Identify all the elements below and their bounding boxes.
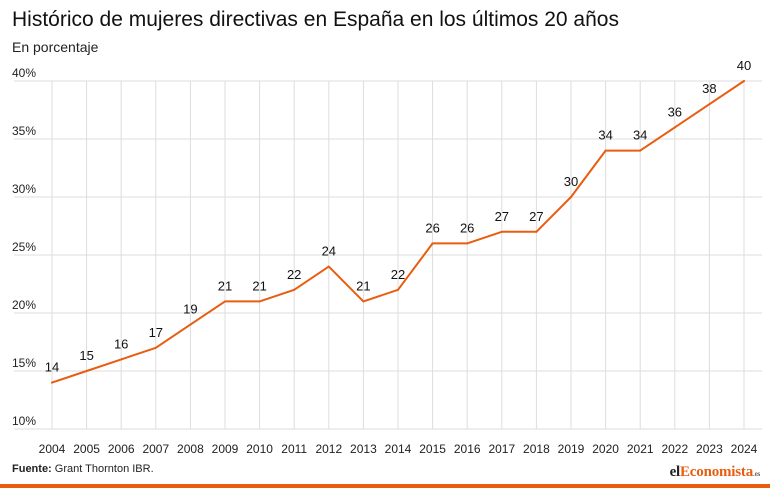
data-label: 16: [114, 336, 128, 351]
x-tick-label: 2020: [592, 442, 619, 456]
x-tick-label: 2018: [523, 442, 550, 456]
data-label: 14: [45, 360, 59, 375]
data-label: 21: [252, 278, 266, 293]
data-label: 36: [668, 104, 682, 119]
data-point: [604, 149, 607, 152]
data-label: 21: [218, 278, 232, 293]
x-tick-label: 2011: [281, 442, 307, 456]
y-tick-label: 35%: [12, 124, 36, 138]
brand-suffix: .es: [753, 470, 760, 478]
chart-title: Histórico de mujeres directivas en Españ…: [12, 8, 619, 31]
brand-bar: [0, 484, 770, 488]
x-tick-label: 2012: [315, 442, 342, 456]
x-tick-label: 2008: [177, 442, 204, 456]
x-tick-label: 2023: [696, 442, 723, 456]
data-label: 19: [183, 302, 197, 317]
source-note: Fuente: Grant Thornton IBR.: [12, 463, 154, 475]
x-tick-label: 2007: [142, 442, 169, 456]
data-point: [154, 346, 157, 349]
data-label: 24: [322, 244, 336, 259]
data-point: [189, 323, 192, 326]
data-point: [51, 381, 53, 384]
data-point: [258, 300, 261, 303]
x-tick-label: 2010: [246, 442, 273, 456]
x-tick-label: 2024: [731, 442, 758, 456]
chart-subtitle: En porcentaje: [12, 39, 99, 55]
y-tick-label: 10%: [12, 414, 36, 428]
data-label: 21: [356, 278, 370, 293]
x-tick-label: 2017: [488, 442, 515, 456]
data-label: 34: [598, 128, 612, 143]
data-point: [85, 370, 88, 372]
data-label: 26: [460, 220, 474, 235]
data-point: [570, 196, 572, 198]
data-label: 27: [529, 209, 543, 224]
data-point: [362, 300, 365, 303]
data-point: [535, 230, 538, 233]
data-point: [708, 103, 711, 106]
x-tick-label: 2019: [558, 442, 585, 456]
brand-accent: Economista: [680, 464, 754, 480]
x-tick-label: 2006: [108, 442, 135, 456]
data-point: [120, 358, 123, 361]
x-tick-label: 2016: [454, 442, 481, 456]
y-tick-label: 30%: [12, 182, 36, 196]
data-point: [431, 242, 434, 245]
data-point: [500, 230, 503, 233]
brand-prefix: el: [669, 464, 681, 480]
data-label: 15: [79, 348, 93, 363]
x-tick-label: 2022: [661, 442, 688, 456]
x-tick-label: 2009: [212, 442, 239, 456]
x-tick-label: 2013: [350, 442, 377, 456]
data-point: [639, 149, 642, 152]
data-label: 26: [425, 220, 439, 235]
data-label: 22: [287, 267, 301, 282]
x-tick-label: 2014: [385, 442, 412, 456]
source-text: Grant Thornton IBR.: [54, 463, 154, 475]
y-tick-label: 15%: [12, 356, 36, 370]
data-point: [224, 300, 226, 303]
data-label: 27: [495, 209, 509, 224]
x-tick-label: 2005: [73, 442, 100, 456]
data-label: 34: [633, 128, 647, 143]
y-tick-label: 20%: [12, 298, 36, 312]
y-tick-label: 40%: [12, 66, 36, 80]
data-point: [673, 126, 676, 129]
x-tick-label: 2021: [627, 442, 654, 456]
x-tick-label: 2015: [419, 442, 446, 456]
data-point: [293, 288, 296, 291]
data-label: 30: [564, 174, 578, 189]
data-label: 40: [737, 58, 751, 73]
brand-logo: elEconomista.es: [669, 464, 761, 481]
data-point: [327, 265, 330, 268]
data-label: 38: [702, 81, 716, 96]
x-tick-label: 2004: [39, 442, 66, 456]
data-point: [743, 80, 745, 82]
data-label: 17: [149, 325, 163, 340]
data-point: [466, 242, 469, 245]
data-label: 22: [391, 267, 405, 282]
source-label: Fuente:: [12, 463, 52, 475]
y-tick-label: 25%: [12, 240, 36, 254]
data-point: [397, 288, 399, 291]
